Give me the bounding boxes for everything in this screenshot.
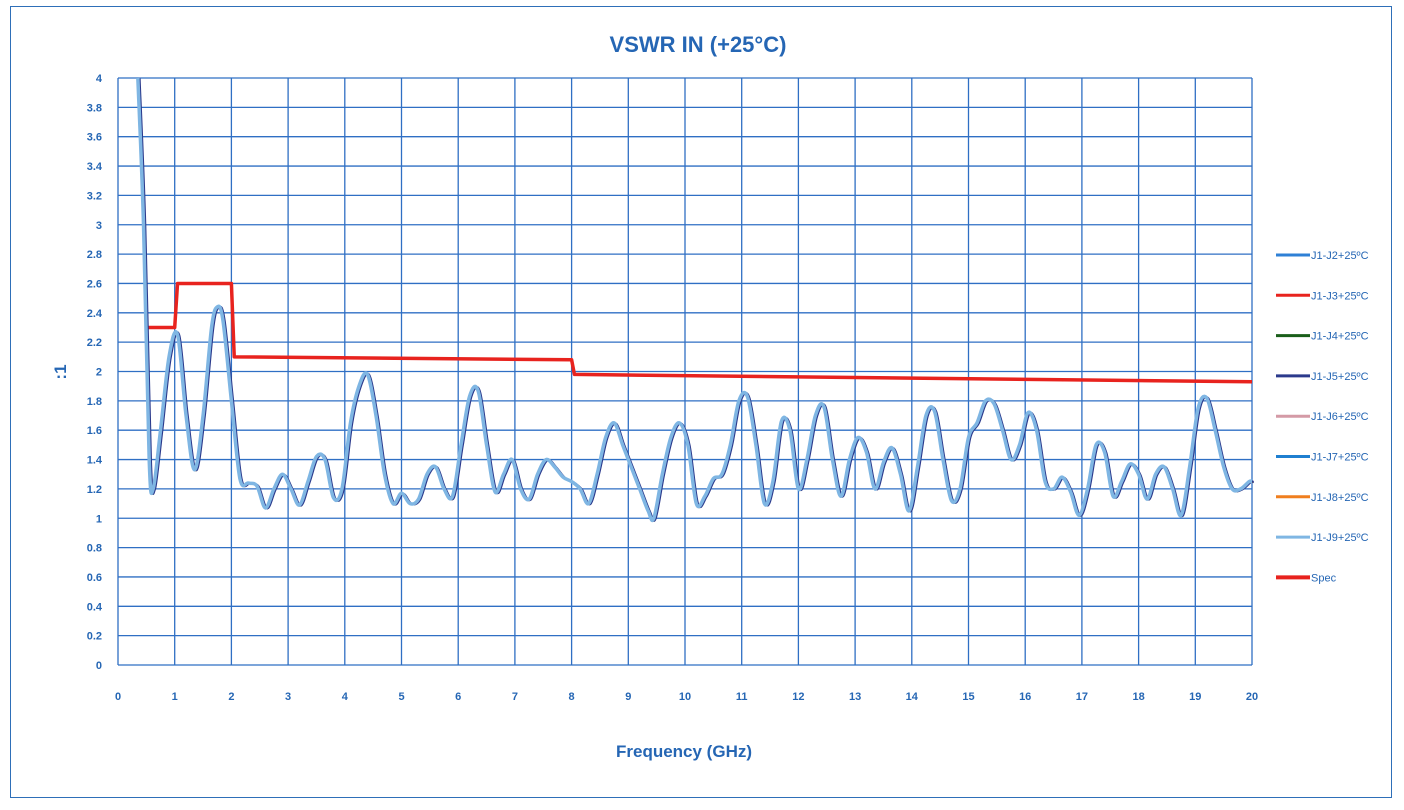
x-tick-label: 19 xyxy=(1189,691,1201,703)
y-tick-label: 1.2 xyxy=(87,484,102,496)
legend-label: J1-J8+25ºC xyxy=(1311,492,1369,504)
x-tick-label: 14 xyxy=(906,691,919,703)
x-tick-label: 11 xyxy=(736,691,748,703)
y-tick-label: 0.8 xyxy=(87,543,102,555)
x-tick-label: 13 xyxy=(849,691,861,703)
y-tick-label: 1.6 xyxy=(87,425,102,437)
legend-label: J1-J6+25ºC xyxy=(1311,411,1369,423)
x-tick-label: 7 xyxy=(512,691,518,703)
x-tick-label: 15 xyxy=(962,691,974,703)
measured-series xyxy=(136,77,1255,523)
legend-label: Spec xyxy=(1311,572,1337,584)
x-tick-label: 1 xyxy=(172,691,178,703)
x-tick-label: 10 xyxy=(679,691,691,703)
y-tick-label: 2 xyxy=(96,367,102,379)
legend-label: J1-J4+25ºC xyxy=(1311,331,1369,343)
x-tick-label: 16 xyxy=(1019,691,1031,703)
x-tick-label: 6 xyxy=(455,691,461,703)
y-tick-label: 1 xyxy=(96,513,102,525)
x-tick-label: 5 xyxy=(398,691,404,703)
y-tick-label: 2.4 xyxy=(87,308,103,320)
legend-label: J1-J3+25ºC xyxy=(1311,290,1369,302)
y-tick-label: 3 xyxy=(96,220,102,232)
x-tick-label: 4 xyxy=(342,691,349,703)
chart-frame xyxy=(10,6,1392,798)
x-tick-label: 17 xyxy=(1076,691,1088,703)
x-tick-label: 20 xyxy=(1246,691,1258,703)
y-tick-label: 3.6 xyxy=(87,132,102,144)
x-tick-label: 8 xyxy=(569,691,575,703)
y-tick-label: 3.2 xyxy=(87,190,102,202)
legend-label: J1-J2+25ºC xyxy=(1311,250,1369,262)
y-axis-label: :1 xyxy=(51,364,70,379)
spec-line xyxy=(146,281,1253,384)
y-tick-label: 2.6 xyxy=(87,278,102,290)
y-tick-label: 1.8 xyxy=(87,396,102,408)
measured-trace-under xyxy=(138,78,1254,522)
y-tick-label: 0.2 xyxy=(87,631,102,643)
measured-trace-under xyxy=(137,78,1253,522)
y-tick-label: 3.8 xyxy=(87,102,102,114)
x-tick-label: 3 xyxy=(285,691,291,703)
x-tick-label: 12 xyxy=(792,691,804,703)
x-axis-label: Frequency (GHz) xyxy=(616,742,752,761)
y-tick-label: 2.2 xyxy=(87,337,102,349)
y-tick-label: 3.4 xyxy=(87,161,103,173)
measured-trace-under xyxy=(138,78,1255,522)
legend: J1-J2+25ºC J1-J3+25ºC J1-J4+25ºC J1-J5+25ºC… xyxy=(1276,250,1369,584)
measured-trace xyxy=(136,77,1253,523)
x-tick-label: 2 xyxy=(228,691,234,703)
axis-ticks: 0 1 2 3 4 5 6 7 8 9 10 11 12 13 14 15 16 17 18 19 2000.20.40… xyxy=(87,73,1258,703)
y-tick-label: 0.6 xyxy=(87,572,102,584)
y-tick-label: 2.8 xyxy=(87,249,102,261)
x-tick-label: 9 xyxy=(625,691,631,703)
legend-label: J1-J7+25ºC xyxy=(1311,452,1369,464)
y-tick-label: 0.4 xyxy=(87,601,103,613)
y-tick-label: 4 xyxy=(96,73,103,85)
grid xyxy=(117,77,1253,666)
chart-title: VSWR IN (+25°C) xyxy=(610,32,787,57)
y-tick-label: 0 xyxy=(96,660,102,672)
y-tick-label: 1.4 xyxy=(87,455,103,467)
legend-label: J1-J9+25ºC xyxy=(1311,532,1369,544)
legend-label: J1-J5+25ºC xyxy=(1311,371,1369,383)
x-tick-label: 0 xyxy=(115,691,121,703)
spec-series xyxy=(146,281,1253,384)
x-tick-label: 18 xyxy=(1132,691,1144,703)
